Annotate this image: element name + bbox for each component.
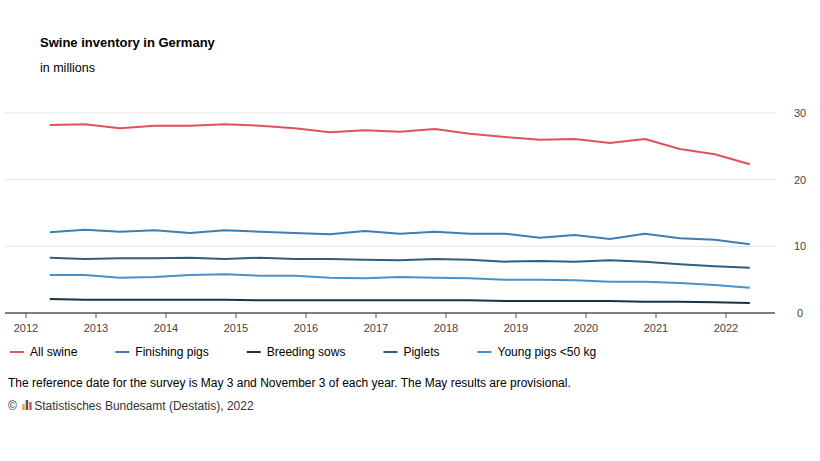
legend-label: Young pigs <50 kg (497, 345, 596, 359)
x-tick (586, 313, 587, 318)
grid-line (5, 113, 775, 114)
legend-swatch (10, 351, 24, 353)
series-line (50, 274, 750, 287)
x-tick-label: 2018 (434, 322, 458, 334)
series-line (50, 124, 750, 164)
x-tick-label: 2021 (644, 322, 668, 334)
legend-swatch (115, 351, 129, 353)
x-tick (656, 313, 657, 318)
x-tick-label: 2016 (294, 322, 318, 334)
series-line (50, 299, 750, 303)
x-tick-label: 2012 (14, 322, 38, 334)
y-tick-label: 30 (794, 107, 806, 119)
series-line (50, 258, 750, 268)
y-tick-label: 20 (794, 174, 806, 186)
grid-line (5, 313, 775, 314)
plot-area (50, 124, 750, 303)
series-line (50, 230, 750, 245)
x-tick (516, 313, 517, 318)
chart-container: Swine inventory in Germany in millions 0 10… (0, 0, 820, 461)
note: The reference date for the survey is May… (8, 376, 571, 390)
x-tick (96, 313, 97, 318)
x-tick-label: 2022 (714, 322, 738, 334)
x-axis-line (5, 313, 775, 314)
legend-swatch (477, 351, 491, 353)
x-tick (236, 313, 237, 318)
legend-label: All swine (30, 345, 78, 359)
subtitle: in millions (40, 61, 95, 75)
x-tick (726, 313, 727, 318)
legend-label: Finishing pigs (135, 345, 208, 359)
x-tick-label: 2015 (224, 322, 248, 334)
y-tick-label: 10 (794, 240, 806, 252)
x-tick-label: 2017 (364, 322, 388, 334)
x-tick (26, 313, 27, 318)
grid-line (5, 246, 775, 247)
x-tick (166, 313, 167, 318)
x-tick-label: 2020 (574, 322, 598, 334)
source-icon (22, 400, 32, 410)
legend-swatch (247, 351, 261, 353)
legend-label: Breeding sows (267, 345, 346, 359)
legend-swatch (383, 351, 397, 353)
y-tick-label: 0 (797, 307, 803, 319)
x-tick (306, 313, 307, 318)
x-tick (376, 313, 377, 318)
source: © Statistisches Bundesamt (Destatis), 20… (8, 399, 254, 413)
grid-line (5, 179, 775, 180)
x-tick (446, 313, 447, 318)
x-tick-label: 2014 (154, 322, 178, 334)
chart-svg: Swine inventory in Germany in millions 0 10… (0, 0, 820, 461)
x-tick-label: 2013 (84, 322, 108, 334)
x-tick-label: 2019 (504, 322, 528, 334)
legend-label: Piglets (403, 345, 439, 359)
title: Swine inventory in Germany (40, 35, 216, 50)
